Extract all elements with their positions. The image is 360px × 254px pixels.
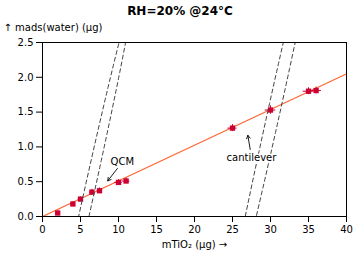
svg-text:1.0: 1.0 — [18, 141, 34, 152]
svg-text:2.5: 2.5 — [18, 37, 34, 48]
svg-text:mTiO₂ (μg) →: mTiO₂ (μg) → — [162, 239, 227, 250]
svg-text:2.0: 2.0 — [18, 72, 34, 83]
svg-text:5: 5 — [77, 224, 83, 235]
svg-text:0.5: 0.5 — [18, 176, 34, 187]
svg-text:40: 40 — [340, 224, 353, 235]
svg-text:35: 35 — [302, 224, 315, 235]
svg-text:cantilever: cantilever — [227, 152, 278, 163]
svg-text:0: 0 — [39, 224, 45, 235]
svg-text:10: 10 — [112, 224, 125, 235]
svg-text:25: 25 — [226, 224, 239, 235]
svg-text:0.0: 0.0 — [18, 211, 34, 222]
svg-text:QCM: QCM — [111, 156, 134, 167]
svg-text:1.5: 1.5 — [18, 106, 34, 117]
svg-text:15: 15 — [150, 224, 163, 235]
html-text:RH=20% @24°C: RH=20% @24°C — [127, 4, 233, 18]
svg-text:↑ mads(water) (μg): ↑ mads(water) (μg) — [4, 22, 103, 33]
svg-text:30: 30 — [264, 224, 277, 235]
svg-text:20: 20 — [188, 224, 201, 235]
